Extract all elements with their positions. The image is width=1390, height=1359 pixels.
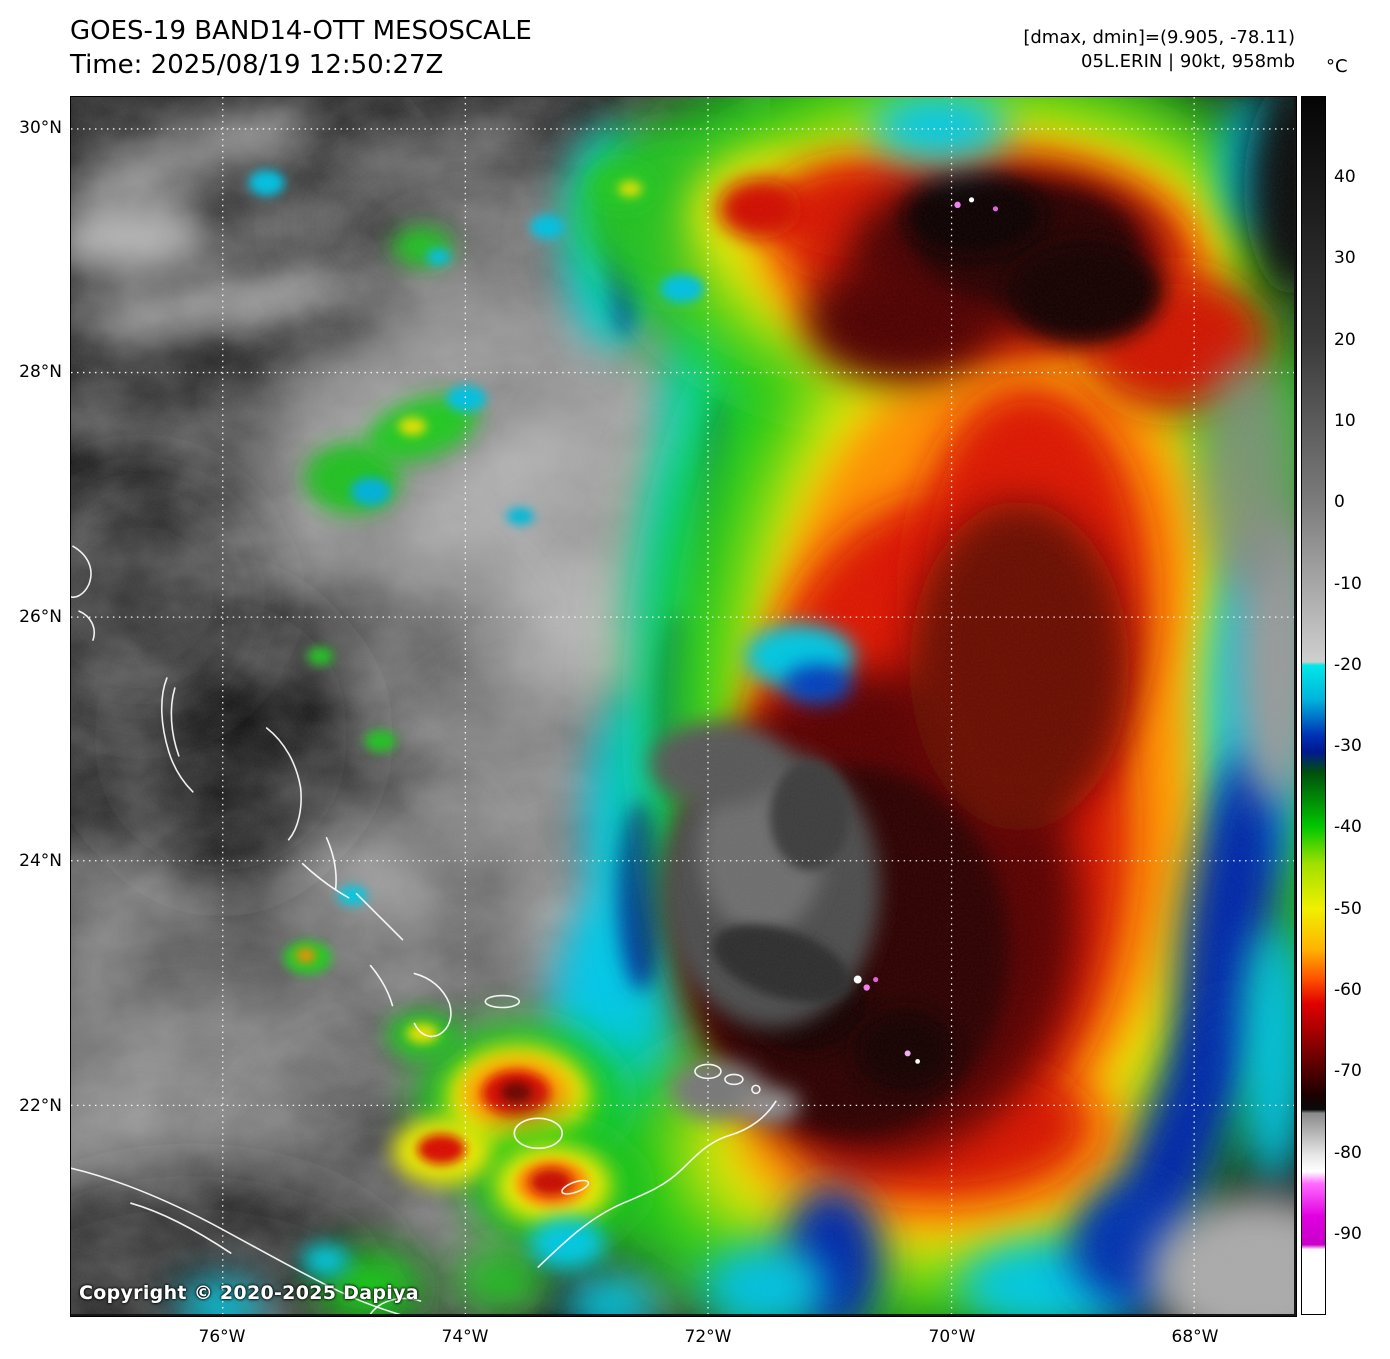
lon-label: 68°W [1171,1327,1219,1347]
colorbar-tick-label: 10 [1334,411,1356,431]
lat-label: 24°N [19,851,62,871]
colorbar-tick-label: -50 [1334,899,1362,919]
colorbar-tick-label: -70 [1334,1061,1362,1081]
lat-label: 26°N [19,607,62,627]
colorbar-tick-label: 30 [1334,248,1356,268]
colorbar-tick-label: -80 [1334,1143,1362,1163]
lon-label: 72°W [684,1327,732,1347]
colorbar-tick-label: 0 [1334,492,1345,512]
colorbar-unit-label: °C [1326,56,1348,77]
temperature-colorbar [1301,96,1326,1315]
product-title: GOES-19 BAND14-OTT MESOSCALE [70,16,532,46]
dmax-dmin-readout: [dmax, dmin]=(9.905, -78.11) [1023,27,1295,48]
lat-label: 30°N [19,118,62,138]
colorbar-tick-label: 40 [1334,167,1356,187]
lon-label: 74°W [441,1327,489,1347]
colorbar-tick-label: -20 [1334,655,1362,675]
copyright-watermark: Copyright © 2020-2025 Dapiya [79,1282,419,1304]
colorbar-tick-label: -90 [1334,1224,1362,1244]
colorbar-tick-label: 20 [1334,330,1356,350]
lon-label: 76°W [198,1327,246,1347]
storm-info: 05L.ERIN | 90kt, 958mb [1081,51,1295,73]
colorbar-tick-label: -40 [1334,817,1362,837]
coastlines [71,545,777,1314]
lat-label: 22°N [19,1096,62,1116]
colorbar-tick-label: -10 [1334,574,1362,594]
gridlines [71,97,1294,1314]
satellite-imagery [71,97,1294,1314]
lon-label: 70°W [928,1327,976,1347]
lat-label: 28°N [19,362,62,382]
colorbar-tick-label: -60 [1334,980,1362,1000]
title-block: GOES-19 BAND14-OTT MESOSCALE Time: 2025/… [70,14,532,83]
header-readouts: [dmax, dmin]=(9.905, -78.11) 05L.ERIN | … [1023,26,1295,75]
colorbar-tick-label: -30 [1334,736,1362,756]
satellite-map: Copyright © 2020-2025 Dapiya [70,96,1297,1317]
timestamp: Time: 2025/08/19 12:50:27Z [70,50,444,81]
